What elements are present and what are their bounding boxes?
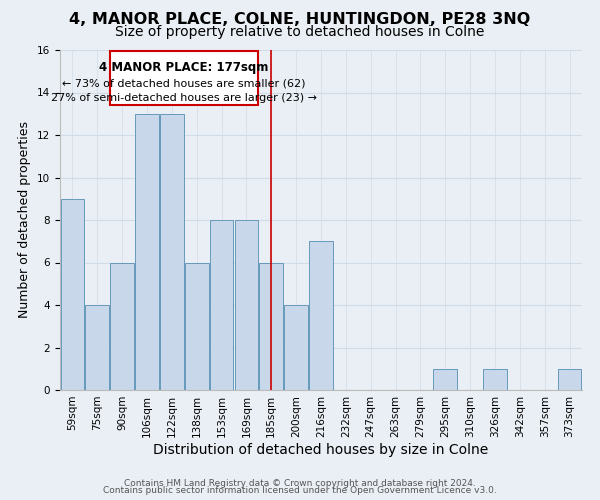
Bar bbox=[284, 305, 308, 390]
Bar bbox=[309, 242, 333, 390]
Bar bbox=[185, 262, 209, 390]
Text: 4 MANOR PLACE: 177sqm: 4 MANOR PLACE: 177sqm bbox=[99, 61, 268, 74]
Bar bbox=[483, 369, 507, 390]
Bar bbox=[135, 114, 159, 390]
Text: Size of property relative to detached houses in Colne: Size of property relative to detached ho… bbox=[115, 25, 485, 39]
X-axis label: Distribution of detached houses by size in Colne: Distribution of detached houses by size … bbox=[154, 442, 488, 456]
Bar bbox=[433, 369, 457, 390]
Y-axis label: Number of detached properties: Number of detached properties bbox=[19, 122, 31, 318]
Text: Contains HM Land Registry data © Crown copyright and database right 2024.: Contains HM Land Registry data © Crown c… bbox=[124, 478, 476, 488]
Text: 4, MANOR PLACE, COLNE, HUNTINGDON, PE28 3NQ: 4, MANOR PLACE, COLNE, HUNTINGDON, PE28 … bbox=[70, 12, 530, 28]
Bar bbox=[558, 369, 581, 390]
Text: 27% of semi-detached houses are larger (23) →: 27% of semi-detached houses are larger (… bbox=[50, 94, 317, 104]
Bar bbox=[61, 198, 84, 390]
Bar bbox=[210, 220, 233, 390]
Bar bbox=[235, 220, 258, 390]
Text: Contains public sector information licensed under the Open Government Licence v3: Contains public sector information licen… bbox=[103, 486, 497, 495]
Bar bbox=[85, 305, 109, 390]
Bar bbox=[110, 262, 134, 390]
Bar bbox=[160, 114, 184, 390]
Bar bbox=[259, 262, 283, 390]
FancyBboxPatch shape bbox=[110, 51, 257, 106]
Text: ← 73% of detached houses are smaller (62): ← 73% of detached houses are smaller (62… bbox=[62, 78, 305, 88]
